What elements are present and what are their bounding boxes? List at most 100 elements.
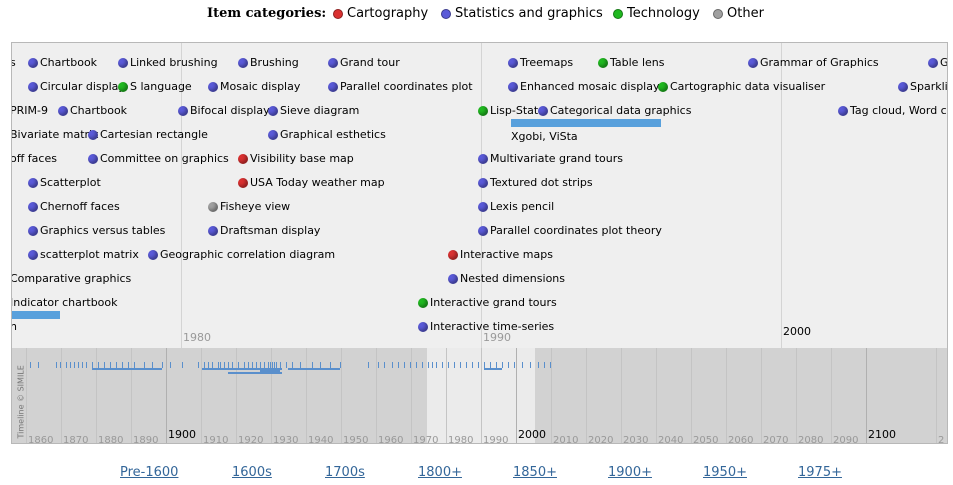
event-marker-icon[interactable] — [28, 226, 38, 236]
nav-link-1600s[interactable]: 1600s — [232, 465, 272, 480]
event-label[interactable]: Bifocal display — [190, 104, 270, 117]
event-label[interactable]: Sieve diagram — [280, 104, 360, 117]
event-marker-icon[interactable] — [928, 58, 938, 68]
event-marker-icon[interactable] — [598, 58, 608, 68]
timeline-event[interactable]: S language — [118, 80, 192, 94]
timeline-event[interactable]: Mosaic display — [208, 80, 300, 94]
event-marker-icon[interactable] — [478, 154, 488, 164]
timeline-event[interactable]: Grand tour — [328, 56, 400, 70]
event-label[interactable]: Visibility base map — [250, 152, 354, 165]
event-marker-icon[interactable] — [88, 154, 98, 164]
timeline-event[interactable]: Linked brushing — [118, 56, 218, 70]
timeline-event[interactable]: Treemaps — [508, 56, 573, 70]
timeline-event[interactable]: Lisp-Stat — [478, 104, 538, 118]
duration-bar[interactable] — [511, 119, 661, 127]
event-marker-icon[interactable] — [508, 82, 518, 92]
timeline-event[interactable]: Cartographic data visualiser — [658, 80, 825, 94]
event-label[interactable]: Textured dot strips — [490, 176, 593, 189]
timeline-event[interactable]: G — [928, 56, 947, 70]
event-label[interactable]: Graphics versus tables — [40, 224, 166, 237]
event-marker-icon[interactable] — [328, 82, 338, 92]
event-label[interactable]: Parallel coordinates plot — [340, 80, 473, 93]
event-label[interactable]: Bivariate matrix — [12, 128, 99, 141]
event-label[interactable]: Graphical esthetics — [280, 128, 386, 141]
timeline-event[interactable]: Chartbook — [58, 104, 127, 118]
event-marker-icon[interactable] — [148, 250, 158, 260]
event-marker-icon[interactable] — [448, 250, 458, 260]
event-label[interactable]: Nested dimensions — [460, 272, 565, 285]
event-label[interactable]: Parallel coordinates plot theory — [490, 224, 662, 237]
event-label[interactable]: Treemaps — [520, 56, 574, 69]
timeline-event[interactable]: Interactive time-series — [418, 320, 554, 334]
timeline-detail-band[interactable]: 1980 1990 2000 s Chartbook Linked brushing… — [12, 43, 947, 348]
duration-bar[interactable] — [12, 311, 60, 319]
event-label[interactable]: Categorical data graphics — [550, 104, 692, 117]
event-label[interactable]: s — [12, 56, 16, 70]
nav-link-1975-plus[interactable]: 1975+ — [798, 465, 842, 480]
timeline-event[interactable]: Geographic correlation diagram — [148, 248, 335, 262]
event-marker-icon[interactable] — [118, 58, 128, 68]
timeline-event[interactable]: off faces — [12, 152, 57, 166]
nav-link-pre-1600[interactable]: Pre-1600 — [120, 465, 179, 480]
timeline-overview-band[interactable]: 1860 1870 1880 1890 1910 1920 1930 1940 1950 1960… — [12, 348, 947, 443]
timeline-event[interactable]: Interactive maps — [448, 248, 553, 262]
timeline-event[interactable]: Circular display — [28, 80, 125, 94]
event-label[interactable]: Lisp-Stat — [490, 104, 539, 117]
timeline-event[interactable]: Table lens — [598, 56, 664, 70]
event-marker-icon[interactable] — [748, 58, 758, 68]
event-marker-icon[interactable] — [418, 322, 428, 332]
timeline-event[interactable]: Cartesian rectangle — [88, 128, 208, 142]
event-label[interactable]: Sparklin — [910, 80, 947, 93]
timeline-event[interactable]: Parallel coordinates plot — [328, 80, 473, 94]
event-label[interactable]: Committee on graphics — [100, 152, 229, 165]
timeline-event[interactable]: Bivariate matrix — [12, 128, 99, 142]
event-label[interactable]: Lexis pencil — [490, 200, 555, 213]
event-label[interactable]: off faces — [12, 152, 57, 165]
timeline-event[interactable]: Nested dimensions — [448, 272, 565, 286]
event-marker-icon[interactable] — [478, 226, 488, 236]
nav-link-1700s[interactable]: 1700s — [325, 465, 365, 480]
event-label[interactable]: Comparative graphics — [12, 272, 132, 285]
event-marker-icon[interactable] — [268, 106, 278, 116]
event-marker-icon[interactable] — [328, 58, 338, 68]
timeline-event[interactable]: Brushing — [238, 56, 299, 70]
timeline-event[interactable]: Visibility base map — [238, 152, 354, 166]
timeline-event[interactable]: Sparklin — [898, 80, 947, 94]
event-label[interactable]: Brushing — [250, 56, 299, 69]
event-marker-icon[interactable] — [28, 178, 38, 188]
event-marker-icon[interactable] — [28, 202, 38, 212]
event-marker-icon[interactable] — [28, 250, 38, 260]
event-marker-icon[interactable] — [898, 82, 908, 92]
timeline-event[interactable]: Scatterplot — [28, 176, 101, 190]
event-label[interactable]: S language — [130, 80, 192, 93]
event-marker-icon[interactable] — [658, 82, 668, 92]
event-label[interactable]: Circular display — [40, 80, 125, 93]
timeline-event[interactable]: Draftsman display — [208, 224, 320, 238]
event-label[interactable]: PRIM-9 — [12, 104, 48, 117]
timeline-event[interactable]: Enhanced mosaic display — [508, 80, 659, 94]
event-label[interactable]: Grand tour — [340, 56, 400, 69]
timeline-event[interactable]: Multivariate grand tours — [478, 152, 623, 166]
event-marker-icon[interactable] — [28, 58, 38, 68]
timeline-event[interactable]: Lexis pencil — [478, 200, 554, 214]
timeline-event[interactable]: Chernoff faces — [28, 200, 120, 214]
event-label[interactable]: Interactive maps — [460, 248, 553, 261]
timeline-event[interactable]: Indicator chartbook — [12, 296, 118, 310]
event-label[interactable]: G — [940, 56, 947, 70]
event-label[interactable]: Cartographic data visualiser — [670, 80, 826, 93]
event-label[interactable]: Xgobi, ViSta — [511, 130, 578, 143]
timeline-event[interactable]: s — [12, 56, 16, 70]
timeline-event[interactable]: Tag cloud, Word clou — [838, 104, 947, 118]
event-marker-icon[interactable] — [178, 106, 188, 116]
event-marker-icon[interactable] — [208, 226, 218, 236]
event-label[interactable]: Geographic correlation diagram — [160, 248, 336, 261]
event-label[interactable]: Chartbook — [70, 104, 128, 117]
timeline-event[interactable]: Categorical data graphics — [538, 104, 691, 118]
event-label[interactable]: Enhanced mosaic display — [520, 80, 660, 93]
event-label[interactable]: Scatterplot — [40, 176, 101, 189]
event-label[interactable]: Interactive grand tours — [430, 296, 557, 309]
event-marker-icon[interactable] — [88, 130, 98, 140]
timeline-event[interactable]: USA Today weather map — [238, 176, 385, 190]
timeline-event[interactable]: n — [12, 320, 17, 334]
timeline-event[interactable]: Fisheye view — [208, 200, 290, 214]
